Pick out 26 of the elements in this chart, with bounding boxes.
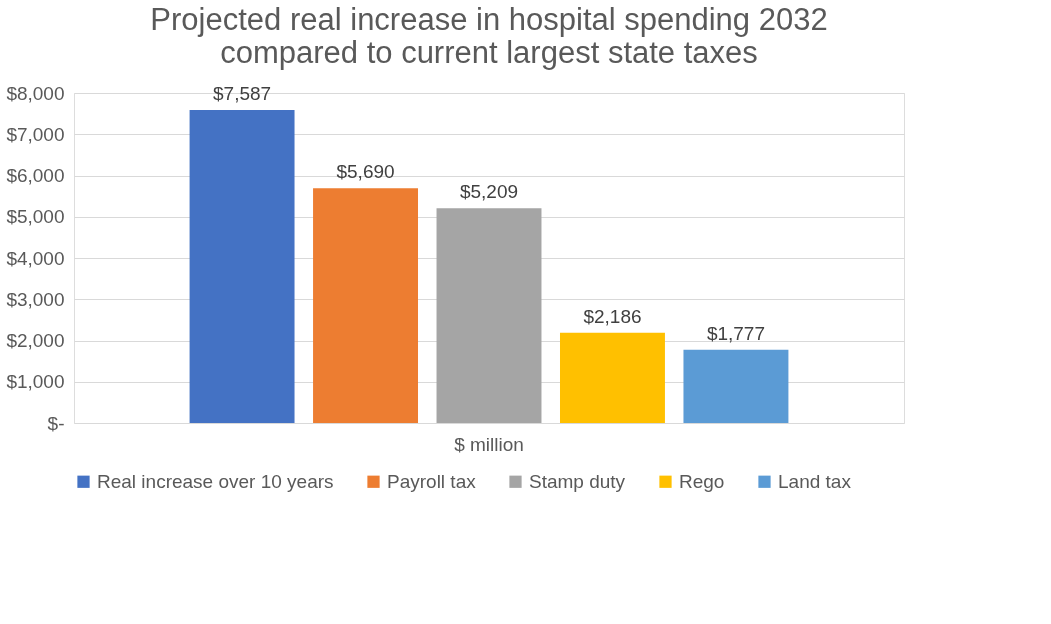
legend-label: Payroll tax xyxy=(387,470,477,492)
legend-label: Stamp duty xyxy=(529,470,626,492)
y-tick-label: $2,000 xyxy=(6,330,65,351)
text: Projected real increase in hospital spending 2032 xyxy=(150,2,828,37)
legend-label: Land tax xyxy=(778,470,852,492)
bar xyxy=(313,188,418,423)
y-tick-label: $6,000 xyxy=(6,165,65,186)
legend-label: Rego xyxy=(679,470,725,492)
x-tick-label: $ million xyxy=(454,433,524,455)
y-tick-label: $4,000 xyxy=(6,247,65,269)
data-label: $2,186 xyxy=(583,305,642,327)
y-tick-label: $5,000 xyxy=(6,206,65,228)
data-label: $5,209 xyxy=(459,181,519,203)
bar xyxy=(436,208,542,423)
y-tick-label: $8,000 xyxy=(6,82,65,104)
legend-label: Real increase over 10 years xyxy=(97,470,334,492)
y-tick-label: $3,000 xyxy=(6,288,65,310)
data-label: $1,777 xyxy=(706,322,765,344)
y-tick-label: $7,000 xyxy=(6,123,65,145)
data-label: $5,690 xyxy=(336,161,395,183)
y-tick-label: $1,000 xyxy=(6,371,65,393)
bar xyxy=(560,332,665,423)
y-tick-label: $- xyxy=(47,412,65,434)
bar xyxy=(189,110,295,423)
bar xyxy=(683,349,789,423)
data-label: $7,587 xyxy=(213,83,272,105)
